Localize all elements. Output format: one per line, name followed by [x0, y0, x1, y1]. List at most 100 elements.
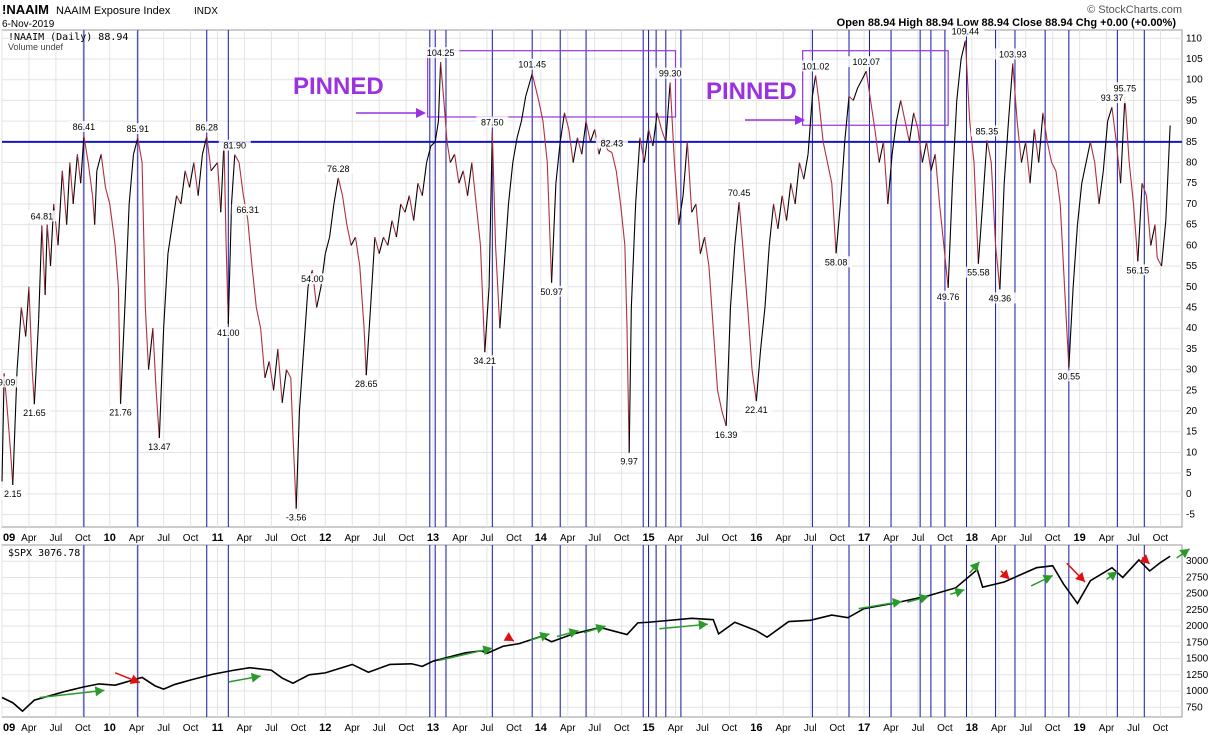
x-tick-label: Jul [1127, 723, 1140, 734]
naaim-segment [1150, 224, 1156, 246]
naaim-segment [303, 286, 309, 349]
naaim-segment [1085, 141, 1091, 163]
naaim-segment [1029, 129, 1035, 184]
data-label: 9.97 [620, 457, 638, 467]
naaim-segment [525, 73, 533, 97]
naaim-segment [673, 162, 680, 225]
naaim-segment [268, 361, 275, 391]
naaim-segment [995, 245, 1001, 290]
naaim-segment [815, 75, 820, 101]
naaim-segment [516, 120, 522, 138]
naaim-segment [128, 154, 135, 204]
naaim-segment [551, 183, 557, 283]
x-tick-label: Apr [344, 723, 360, 734]
naaim-segment [76, 154, 82, 184]
x-tick-label: 11 [212, 532, 224, 544]
naaim-segment [891, 121, 897, 155]
naaim-segment [12, 369, 18, 485]
main-y-tick: 55 [1186, 261, 1198, 272]
main-y-tick: 15 [1186, 427, 1198, 438]
naaim-segment [264, 361, 270, 379]
naaim-segment [87, 162, 94, 196]
naaim-segment [387, 220, 393, 246]
symbol-title: !NAAIM [2, 2, 49, 17]
naaim-segment [520, 96, 527, 122]
naaim-segment [691, 203, 697, 213]
naaim-segment [628, 307, 632, 453]
x-tick-label: 16 [750, 532, 762, 544]
x-tick-label: Jul [912, 533, 925, 544]
naaim-segment [141, 162, 146, 308]
naaim-segment [197, 154, 203, 196]
naaim-segment [38, 225, 43, 320]
naaim-segment [152, 328, 157, 391]
naaim-segment [57, 170, 63, 246]
naaim-segment [80, 135, 85, 184]
x-tick-label: Apr [344, 533, 360, 544]
main-y-tick: 20 [1186, 406, 1198, 417]
naaim-segment [1020, 141, 1027, 163]
main-y-axis: -5 0 5 10 15 20 25 30 35 40 45 50 55 60 65 70 75 80 85 90 95… [1186, 33, 1203, 520]
naaim-segment [1072, 224, 1079, 287]
naaim-segment [251, 266, 257, 308]
naaim-segment [475, 203, 482, 246]
lower-y-tick: 1500 [1186, 654, 1209, 665]
data-label: 102.07 [852, 57, 880, 67]
main-y-tick: 5 [1186, 468, 1192, 479]
naaim-segment [421, 162, 428, 196]
green-arrowhead [250, 672, 261, 683]
data-label: 86.41 [73, 122, 96, 132]
naaim-segment [491, 131, 497, 246]
naaim-segment [729, 245, 736, 308]
x-tick-label: Jul [373, 533, 386, 544]
naaim-segment [738, 202, 744, 254]
naaim-segment [1046, 141, 1053, 163]
green-arrowhead [892, 598, 902, 608]
x-tick-label: Oct [937, 723, 953, 734]
lower-grid [1, 545, 1182, 717]
naaim-segment [747, 307, 753, 370]
naaim-segment [443, 100, 448, 142]
naaim-segment [437, 62, 442, 122]
red-arrowhead [129, 674, 140, 684]
naaim-segment [277, 348, 283, 403]
naaim-segment [781, 195, 788, 221]
naaim-segment [1154, 224, 1158, 258]
naaim-segment [755, 348, 762, 402]
x-tick-label: Oct [291, 723, 307, 734]
spx-panel: 750100012501500175020002250250027503000 … [1, 544, 1209, 718]
naaim-segment [446, 141, 451, 163]
main-y-tick: 35 [1186, 344, 1198, 355]
naaim-segment [1012, 63, 1018, 122]
data-label-bg [296, 273, 329, 285]
naaim-segment [440, 62, 445, 101]
naaim-segment [210, 162, 218, 172]
naaim-segment [643, 129, 650, 163]
naaim-segment [94, 170, 98, 225]
data-label-bg [710, 428, 743, 440]
naaim-segment [41, 225, 46, 296]
legend-volume: Volume undef [8, 42, 64, 52]
naaim-segment [615, 170, 622, 205]
data-label: 49.36 [989, 293, 1012, 303]
data-label: 101.45 [518, 60, 546, 70]
naaim-segment [589, 129, 596, 143]
naaim-segment [33, 319, 40, 405]
naaim-segment [1111, 107, 1117, 142]
naaim-segment [563, 112, 570, 130]
trend-arrows [39, 548, 1190, 699]
data-label: 99.30 [659, 69, 682, 79]
x-tick-label: Apr [883, 533, 899, 544]
data-label-bg [143, 441, 176, 453]
lower-y-tick: 2750 [1186, 572, 1209, 583]
data-label-bg [796, 60, 835, 72]
x-tick-label: 14 [535, 722, 548, 734]
lower-y-tick: 1250 [1186, 670, 1209, 681]
naaim-segment [934, 154, 941, 204]
x-tick-label: 13 [427, 722, 439, 734]
naaim-segment [163, 253, 169, 329]
naaim-segment [1076, 183, 1083, 225]
main-vertical-lines [2, 30, 1182, 527]
x-tick-label: Apr [452, 723, 468, 734]
naaim-segment [454, 154, 460, 184]
